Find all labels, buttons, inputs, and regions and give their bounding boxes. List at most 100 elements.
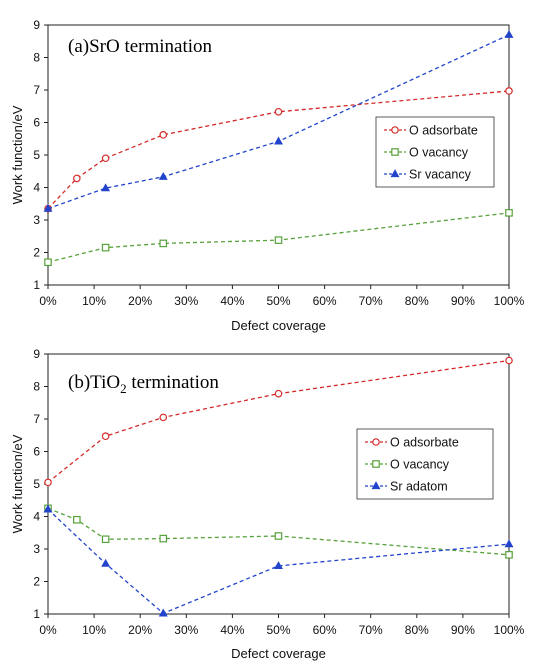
x-tick-label: 0% — [39, 294, 57, 308]
y-tick-label: 7 — [33, 412, 40, 426]
data-point — [504, 29, 514, 38]
y-tick-label: 9 — [33, 18, 40, 32]
data-point — [274, 136, 283, 145]
legend-swatch-marker — [390, 169, 400, 178]
y-tick-label: 9 — [33, 347, 40, 361]
x-axis-label: Defect coverage — [231, 318, 326, 333]
data-point — [101, 432, 110, 441]
data-point — [159, 413, 168, 422]
data-point — [274, 389, 283, 398]
legend-swatch-marker — [372, 438, 380, 446]
y-tick-label: 4 — [33, 181, 40, 195]
data-point — [44, 258, 52, 267]
legend-label: O vacancy — [390, 458, 450, 472]
data-point — [73, 174, 81, 183]
legend-label: Sr adatom — [390, 480, 448, 494]
y-tick-label: 5 — [33, 148, 40, 162]
y-tick-label: 6 — [33, 445, 40, 459]
data-point — [159, 239, 168, 248]
x-tick-label: 20% — [128, 623, 152, 637]
x-tick-label: 80% — [405, 294, 429, 308]
legend-swatch-marker — [372, 460, 380, 468]
y-axis-label: Work function/eV — [10, 105, 25, 204]
y-tick-label: 7 — [33, 83, 40, 97]
series-sr-adatom — [43, 504, 514, 617]
x-tick-label: 20% — [128, 294, 152, 308]
data-point — [43, 504, 53, 513]
data-point — [101, 243, 110, 252]
x-tick-label: 10% — [82, 623, 106, 637]
x-tick-label: 30% — [174, 623, 198, 637]
data-point — [158, 171, 168, 180]
panel-title: (a)SrO termination — [68, 36, 213, 57]
legend-item: O vacancy — [365, 458, 450, 472]
legend-swatch-marker — [391, 126, 399, 134]
y-tick-label: 8 — [33, 51, 40, 65]
y-tick-label: 1 — [33, 607, 40, 621]
x-tick-label: 100% — [494, 294, 525, 308]
data-point — [274, 532, 283, 540]
y-tick-label: 2 — [33, 575, 40, 589]
x-tick-label: 10% — [82, 294, 106, 308]
series-o-adsorbate — [44, 356, 513, 487]
x-tick-label: 50% — [266, 623, 290, 637]
x-axis-label: Defect coverage — [231, 646, 326, 661]
y-axis-label: Work function/eV — [10, 434, 25, 533]
series-line — [47, 90, 510, 210]
data-point — [101, 558, 111, 567]
legend-label: O adsorbate — [409, 124, 478, 138]
x-tick-label: 90% — [451, 623, 475, 637]
legend-item: Sr vacancy — [384, 168, 472, 182]
data-point — [159, 534, 168, 543]
legend: O adsorbate O vacancy Sr adatom — [356, 428, 494, 500]
y-tick-label: 2 — [33, 246, 40, 260]
y-tick-label: 3 — [33, 542, 40, 556]
data-point — [73, 515, 81, 524]
legend-item: O adsorbate — [384, 124, 478, 138]
x-tick-label: 0% — [39, 623, 57, 637]
legend-item: Sr adatom — [365, 480, 448, 494]
x-tick-label: 90% — [451, 294, 475, 308]
panel-title: (b)TiO2 termination — [68, 372, 219, 396]
data-point — [101, 535, 110, 544]
legend-label: O vacancy — [409, 146, 469, 160]
legend-label: O adsorbate — [390, 436, 459, 450]
data-point — [158, 608, 168, 617]
data-point — [159, 131, 168, 139]
data-point — [505, 551, 513, 559]
y-tick-label: 6 — [33, 116, 40, 130]
series-sr-vacancy — [43, 29, 514, 212]
x-tick-label: 50% — [266, 294, 290, 308]
legend-swatch-marker — [391, 148, 399, 156]
x-tick-label: 40% — [220, 294, 244, 308]
legend-item: O vacancy — [384, 146, 469, 160]
data-point — [101, 154, 110, 163]
y-tick-label: 5 — [33, 477, 40, 491]
y-tick-label: 3 — [33, 213, 40, 227]
data-point — [44, 478, 52, 487]
data-point — [505, 356, 513, 365]
x-tick-label: 70% — [359, 294, 383, 308]
data-point — [274, 561, 283, 569]
x-tick-label: 70% — [359, 623, 383, 637]
x-tick-label: 30% — [174, 294, 198, 308]
y-tick-label: 4 — [33, 510, 40, 524]
legend-swatch-marker — [371, 481, 381, 490]
series-line — [47, 507, 510, 556]
data-point — [504, 539, 514, 548]
legend-item: O adsorbate — [365, 436, 459, 450]
x-tick-label: 60% — [313, 623, 337, 637]
data-point — [274, 236, 283, 244]
legend-label: Sr vacancy — [409, 168, 472, 182]
x-tick-label: 60% — [313, 294, 337, 308]
y-tick-label: 1 — [33, 278, 40, 292]
legend: O adsorbate O vacancy Sr vacancy — [375, 116, 495, 188]
data-point — [43, 203, 53, 212]
data-point — [505, 209, 513, 217]
x-tick-label: 80% — [405, 623, 429, 637]
y-tick-label: 8 — [33, 380, 40, 394]
data-point — [505, 87, 513, 95]
